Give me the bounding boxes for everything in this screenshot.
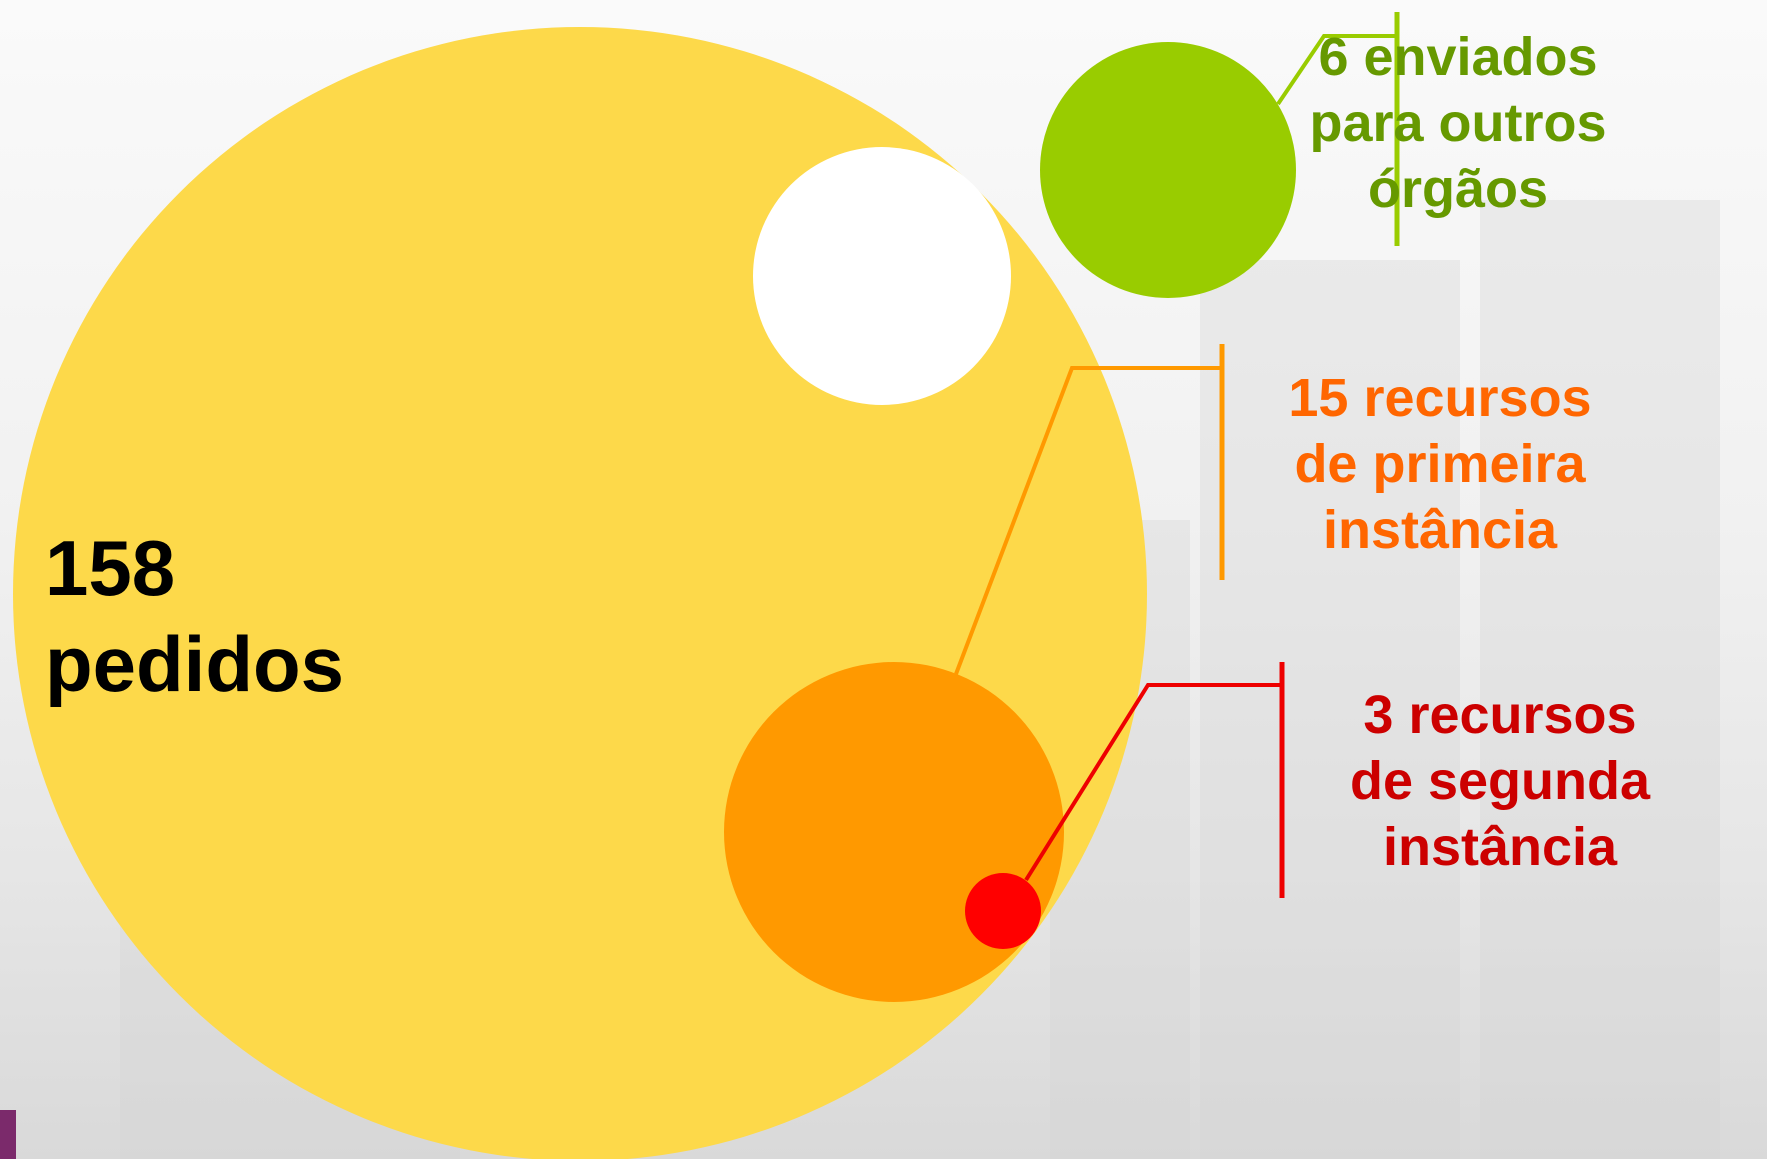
first-instance-circle (724, 662, 1064, 1002)
total-requests-label: 158 pedidos (45, 524, 345, 708)
first-instance-callout (954, 344, 1225, 675)
second-instance-callout (1024, 662, 1285, 898)
second-instance-label: 3 recursos de segunda instância (1349, 685, 1651, 877)
corner-decoration (0, 1110, 16, 1159)
second-instance-circle (965, 873, 1041, 949)
forwarded-callout (1276, 12, 1400, 246)
forwarded-circle (1040, 42, 1296, 298)
highlight-circle (753, 147, 1011, 405)
forwarded-label: 6 enviados para outros órgãos (1309, 27, 1607, 219)
first-instance-label: 15 recursos de primeira instância (1288, 368, 1592, 560)
